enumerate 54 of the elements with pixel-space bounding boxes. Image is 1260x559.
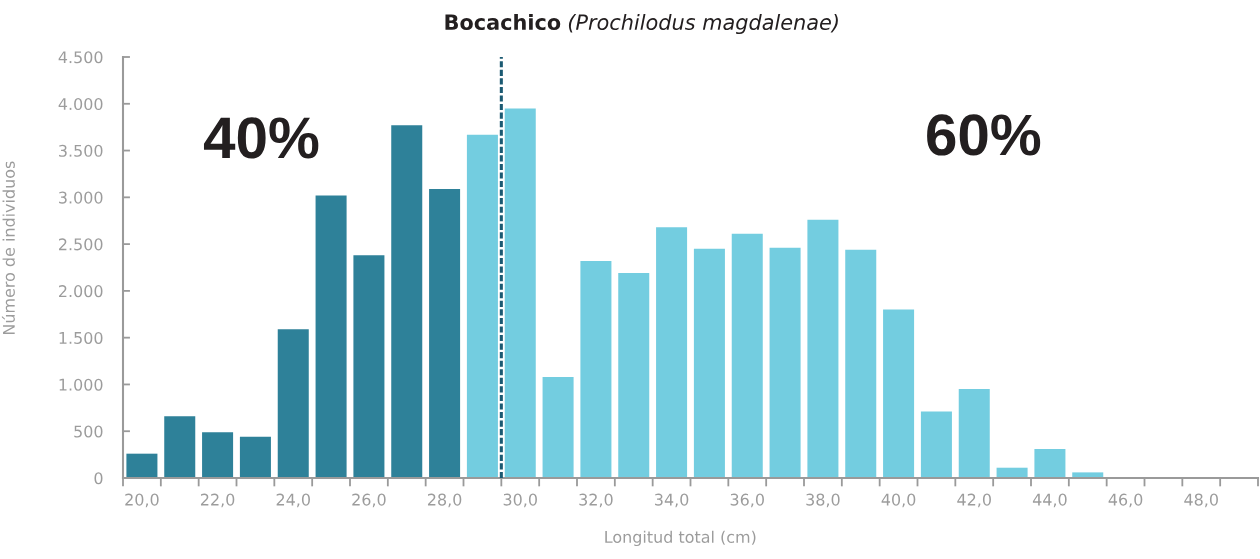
y-axis-title: Número de individuos <box>1 161 15 335</box>
bar <box>845 249 877 478</box>
bar <box>126 453 158 478</box>
bar <box>883 309 915 478</box>
bar <box>277 329 309 478</box>
bar <box>656 227 688 478</box>
x-tick-label: 34,0 <box>655 493 689 508</box>
annotation: 60% <box>927 114 1041 156</box>
chart-title: Bocachico (Prochilodus magdalenae) <box>445 13 838 35</box>
x-tick-label: 24,0 <box>276 493 310 508</box>
y-tick-label: 2.500 <box>59 238 103 251</box>
bar <box>353 255 385 478</box>
bar <box>731 233 763 478</box>
bar <box>164 416 196 478</box>
bar <box>1034 449 1066 478</box>
bar <box>580 260 612 478</box>
y-tick-label: 500 <box>74 425 103 438</box>
y-tick-label: 2.000 <box>59 285 103 298</box>
x-tick-label: 38,0 <box>806 493 840 508</box>
y-tick-label: 1.500 <box>59 331 103 344</box>
x-tick-label: 46,0 <box>1108 493 1143 508</box>
x-tick-label: 44,0 <box>1032 493 1067 508</box>
bar <box>504 108 536 478</box>
x-axis-title: Longitud total (cm) <box>605 530 756 547</box>
bar <box>202 432 234 478</box>
y-tick-label: 3.500 <box>59 144 103 157</box>
x-tick-label: 30,0 <box>503 493 537 508</box>
bar <box>542 376 574 478</box>
x-tick-label: 20,0 <box>125 493 159 508</box>
bar <box>466 134 498 478</box>
bar <box>618 273 650 478</box>
bar <box>769 247 801 478</box>
bar <box>391 125 423 478</box>
x-tick-label: 32,0 <box>579 493 613 508</box>
x-tick-label: 36,0 <box>730 493 764 508</box>
y-tick-label: 0 <box>94 472 103 485</box>
x-tick-label: 22,0 <box>200 493 235 508</box>
bar <box>315 195 347 478</box>
bar <box>239 436 271 478</box>
x-tick-label: 48,0 <box>1184 493 1218 508</box>
y-tick-label: 3.000 <box>59 191 103 204</box>
y-tick-label: 4.000 <box>58 97 103 111</box>
x-tick-label: 40,0 <box>881 493 916 508</box>
x-tick-label: 42,0 <box>957 493 991 508</box>
y-tick-label: 4.500 <box>58 51 103 64</box>
x-tick-label: 28,0 <box>427 493 462 508</box>
bar <box>958 389 990 478</box>
bar <box>807 219 839 478</box>
bar <box>920 411 952 478</box>
x-tick-label: 26,0 <box>352 493 386 508</box>
annotation: 40% <box>203 117 319 159</box>
y-tick-label: 1.000 <box>59 378 103 391</box>
bar <box>429 188 461 478</box>
bar <box>693 248 725 478</box>
